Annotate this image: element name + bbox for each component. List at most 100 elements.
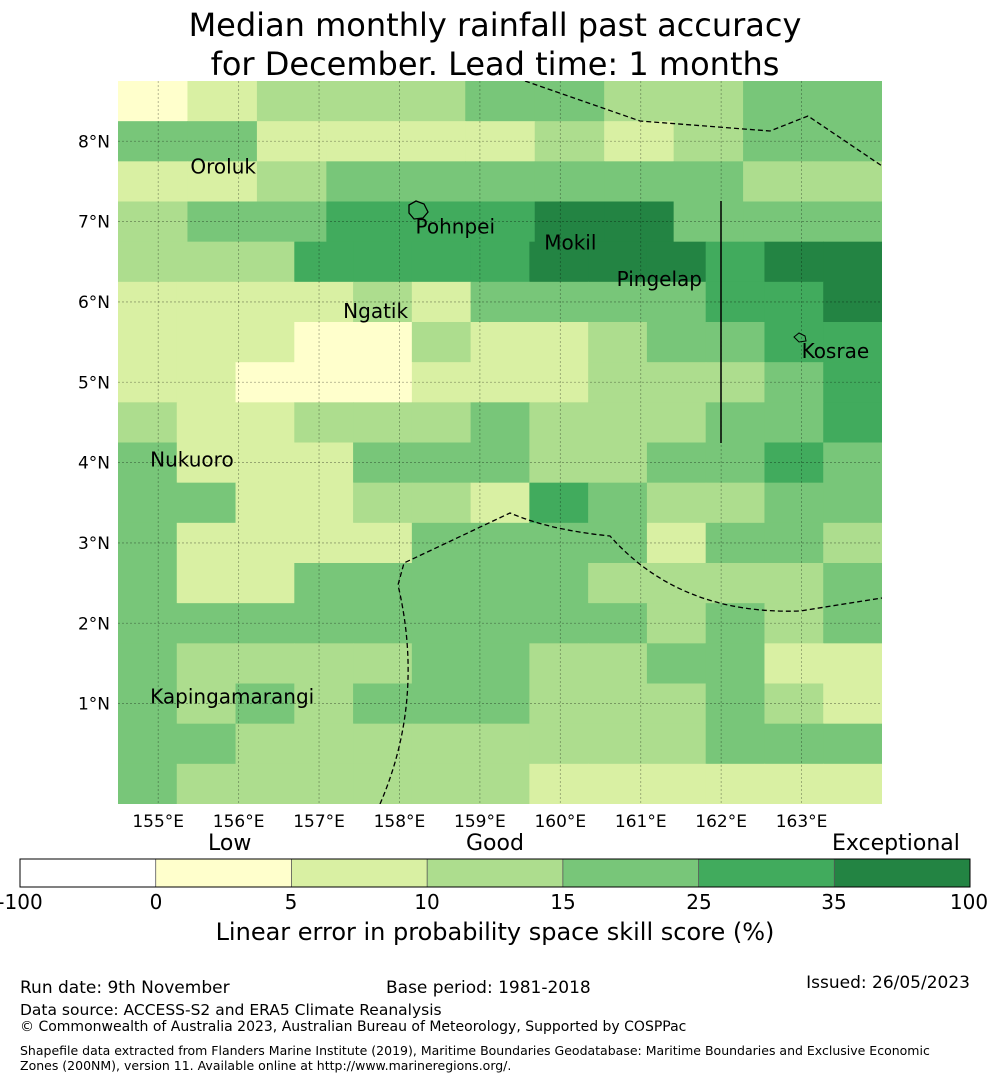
- colorbar-segment: [155, 859, 292, 887]
- place-label: Ngatik: [343, 299, 408, 323]
- grid-cell: [604, 81, 675, 122]
- skill-grid: [118, 81, 882, 804]
- grid-cell: [256, 81, 327, 122]
- grid-cell: [470, 442, 530, 484]
- grid-cell: [235, 603, 295, 644]
- grid-cell: [646, 402, 707, 444]
- grid-cell: [470, 683, 530, 725]
- grid-cell: [411, 683, 472, 725]
- grid-cell: [395, 121, 466, 162]
- grid-cell: [353, 763, 413, 804]
- grid-cell: [470, 563, 530, 604]
- longitude-tick-label: 157°E: [293, 812, 345, 832]
- latitude-tick-label: 1°N: [78, 695, 110, 715]
- grid-cell: [118, 201, 189, 243]
- grid-cell: [395, 81, 466, 122]
- grid-cell: [588, 322, 648, 363]
- grid-cell: [646, 322, 707, 363]
- grid-cell: [187, 161, 258, 203]
- grid-cell: [176, 281, 237, 323]
- grid-cell: [118, 643, 178, 685]
- grid-cell: [588, 563, 648, 604]
- grid-cell: [646, 563, 707, 604]
- grid-cell: [529, 402, 589, 444]
- grid-cell: [411, 362, 472, 403]
- grid-cell: [118, 322, 178, 363]
- run-date: Run date: 9th November: [20, 978, 230, 998]
- grid-cell: [470, 522, 530, 564]
- grid-cell: [646, 643, 707, 685]
- grid-cell: [646, 683, 707, 725]
- grid-cell: [353, 683, 413, 725]
- grid-cell: [176, 683, 237, 725]
- grid-cell: [176, 763, 237, 804]
- colorbar-segment: [20, 859, 156, 887]
- grid-cell: [705, 402, 766, 444]
- grid-cell: [395, 161, 466, 203]
- grid-cell: [823, 322, 882, 363]
- grid-cell: [529, 643, 589, 685]
- grid-cell: [176, 402, 237, 444]
- grid-cell: [187, 201, 258, 243]
- grid-cell: [646, 482, 707, 524]
- colorbar-segment: [834, 859, 970, 887]
- grid-cell: [764, 241, 824, 283]
- grid-cell: [470, 402, 530, 444]
- grid-cell: [764, 643, 824, 685]
- grid-cell: [187, 121, 258, 162]
- grid-cell: [353, 603, 413, 644]
- grid-cell: [235, 643, 295, 685]
- grid-cell: [411, 522, 472, 564]
- grid-cell: [470, 281, 530, 323]
- grid-cell: [529, 522, 589, 564]
- grid-cell: [673, 161, 744, 203]
- grid-cell: [588, 482, 648, 524]
- grid-cell: [646, 603, 707, 644]
- place-label: Pohnpei: [416, 215, 496, 239]
- colorbar-tick: -100: [0, 890, 43, 914]
- grid-cell: [294, 362, 354, 403]
- grid-cell: [705, 723, 766, 765]
- grid-cell: [673, 81, 744, 122]
- grid-cell: [353, 322, 413, 363]
- grid-cell: [823, 482, 882, 524]
- grid-cell: [705, 643, 766, 685]
- colorbar-segment: [698, 859, 835, 887]
- category-exceptional-label: Exceptional: [832, 831, 960, 856]
- kosrae-island-shape: [793, 332, 807, 343]
- grid-cell: [411, 322, 472, 363]
- grid-cell: [764, 281, 824, 323]
- grid-cell: [353, 643, 413, 685]
- grid-cell: [764, 322, 824, 363]
- grid-cell: [118, 522, 178, 564]
- grid-cell: [256, 201, 327, 243]
- grid-cell: [411, 241, 472, 283]
- latitude-tick-label: 7°N: [78, 213, 110, 233]
- grid-cell: [764, 402, 824, 444]
- grid-cell: [588, 763, 648, 804]
- grid-cell: [705, 482, 766, 524]
- grid-cell: [294, 643, 354, 685]
- grid-cell: [176, 482, 237, 524]
- copyright: © Commonwealth of Australia 2023, Austra…: [20, 1019, 687, 1035]
- grid-cell: [646, 362, 707, 403]
- place-label: Pingelap: [617, 267, 702, 291]
- colorbar-tick: 0: [149, 890, 163, 914]
- grid-cell: [411, 603, 472, 644]
- grid-cell: [353, 241, 413, 283]
- grid-cell: [118, 121, 189, 162]
- grid-cell: [529, 603, 589, 644]
- grid-cell: [529, 241, 589, 283]
- grid-cell: [235, 442, 295, 484]
- grid-cell: [256, 121, 327, 162]
- grid-cell: [235, 563, 295, 604]
- colorbar-tick: 35: [821, 890, 847, 914]
- grid-cell: [411, 442, 472, 484]
- grid-cell: [235, 482, 295, 524]
- grid-cell: [235, 683, 295, 725]
- grid-cell: [235, 362, 295, 403]
- grid-cell: [764, 603, 824, 644]
- grid-cell: [705, 563, 766, 604]
- grid-cell: [470, 362, 530, 403]
- grid-cell: [705, 322, 766, 363]
